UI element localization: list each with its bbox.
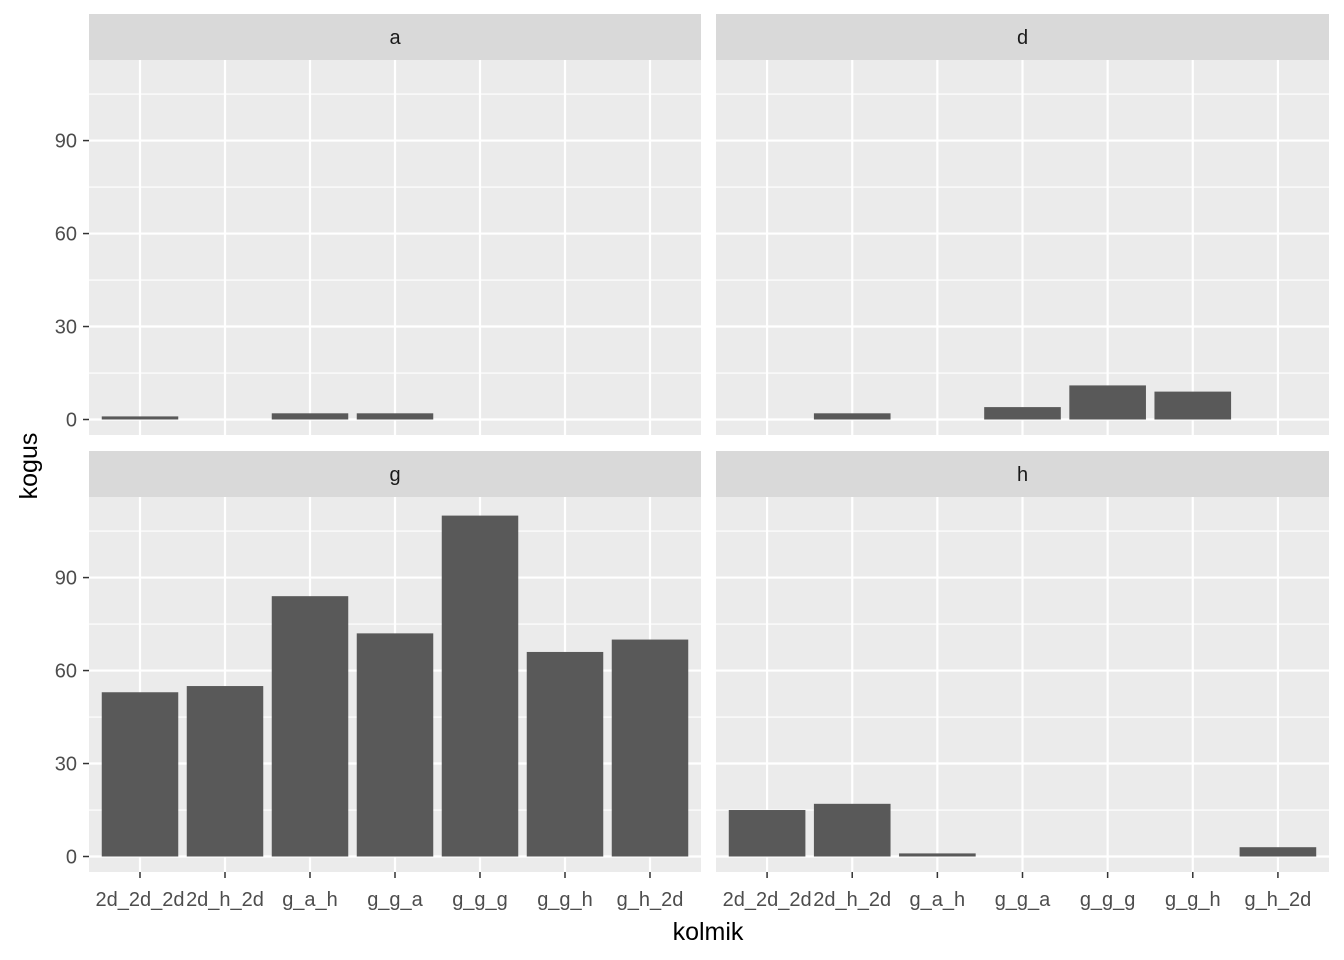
panel-h-x-tick-label: 2d_2d_2d — [723, 889, 812, 911]
x-axis-title: kolmik — [673, 918, 744, 946]
panel-h-x-tick-label: g_g_h — [1165, 889, 1221, 911]
panel-a-y-tick-label: 90 — [55, 131, 77, 153]
panel-a-y-tick-label: 60 — [55, 224, 77, 246]
panel-d-bar-g_g_h — [1154, 391, 1232, 420]
panel-g-bar-g_g_g — [441, 515, 519, 857]
panel-d-strip-label: d — [1017, 27, 1028, 49]
panel-d: d — [716, 14, 1329, 435]
panel-g-strip-label: g — [389, 464, 400, 486]
panel-g: g 0 30 60 90 2d_2d_2d 2d_h_2d g_a_h g_g_a g_g_g g_… — [55, 451, 701, 911]
panel-h-strip — [716, 451, 1329, 497]
panel-h-bar-g_a_h — [899, 853, 976, 857]
panel-g-x-tick-label: g_g_h — [537, 889, 593, 911]
panel-a-strip-label: a — [389, 27, 401, 49]
panel-a: a 0 30 60 90 — [55, 14, 701, 435]
panel-d-strip — [716, 14, 1329, 60]
panel-g-strip — [89, 451, 701, 497]
panel-g-bar-g_a_h — [271, 596, 349, 857]
panel-h: h 2d_2d_2d 2d_h_2d g_a_h g_g_a g_g_g g_g_h g_h_… — [716, 451, 1329, 911]
panel-g-x-tick-label: g_a_h — [282, 889, 338, 911]
panel-a-y-tick-label: 0 — [66, 410, 77, 432]
panel-h-x-tick-label: g_h_2d — [1245, 889, 1312, 911]
panel-g-x-tick-label: 2d_2d_2d — [96, 889, 185, 911]
panel-g-y-tick-label: 90 — [55, 568, 77, 590]
panel-h-x-tick-label: g_a_h — [910, 889, 966, 911]
panel-g-bar-g_g_a — [356, 633, 434, 857]
panel-g-bar-2d_2d_2d — [101, 692, 179, 857]
panel-a-strip — [89, 14, 701, 60]
panel-d-bar-g_g_a — [984, 407, 1061, 420]
panel-g-bar-g_h_2d — [611, 639, 689, 857]
panel-g-x-tick-label: g_g_g — [452, 889, 508, 911]
panel-a-bar-g_g_a — [356, 413, 434, 420]
panel-a-y-tick-label: 30 — [55, 317, 77, 339]
panel-g-y-tick-label: 60 — [55, 661, 77, 683]
panel-g-y-tick-label: 0 — [66, 847, 77, 869]
panel-h-x-tick-label: 2d_h_2d — [813, 889, 891, 911]
panel-d-bar-g_g_g — [1069, 385, 1146, 420]
panel-d-bar-2d_h_2d — [813, 413, 891, 420]
panel-a-bar-g_a_h — [271, 413, 349, 420]
panel-h-bar-g_h_2d — [1239, 847, 1317, 857]
y-axis-title: kogus — [15, 433, 43, 500]
panel-h-bar-2d_2d_2d — [728, 810, 806, 857]
panel-g-y-tick-label: 30 — [55, 754, 77, 776]
panel-g-x-tick-label: g_h_2d — [617, 889, 684, 911]
panel-h-bar-2d_h_2d — [813, 803, 891, 857]
panel-g-x-tick-label: g_g_a — [367, 889, 423, 911]
panel-h-x-tick-label: g_g_a — [995, 889, 1051, 911]
panel-h-strip-label: h — [1017, 464, 1028, 486]
panel-g-bar-2d_h_2d — [186, 686, 264, 857]
panel-h-x-tick-label: g_g_g — [1080, 889, 1136, 911]
panel-g-bar-g_g_h — [526, 651, 604, 857]
panel-g-x-tick-label: 2d_h_2d — [186, 889, 264, 911]
panel-a-bar-2d_2d_2d — [101, 416, 179, 420]
